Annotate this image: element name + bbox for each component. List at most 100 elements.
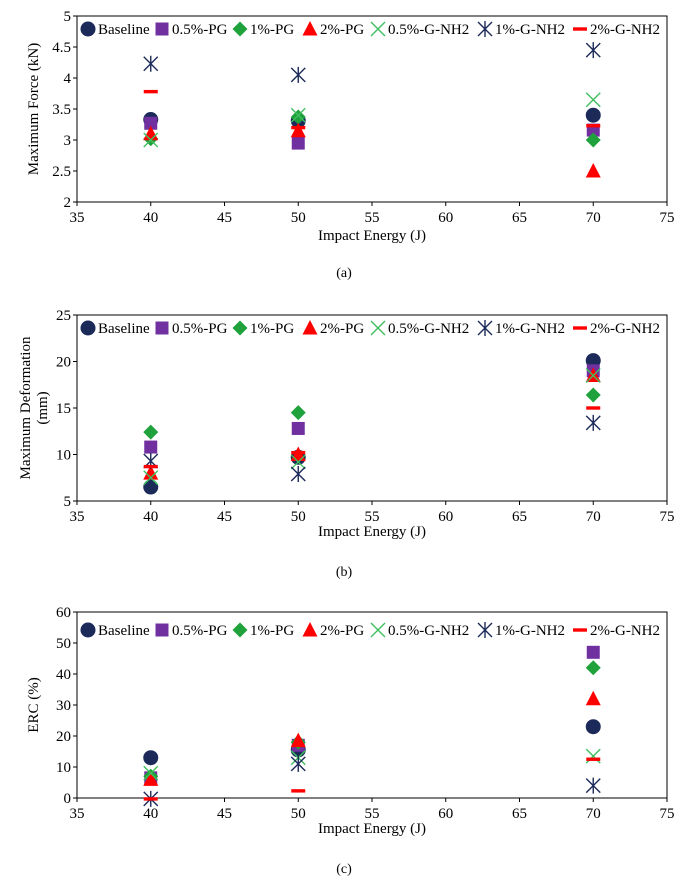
- legend-label: 1%-PG: [250, 623, 294, 639]
- legend: Baseline 0.5%-PG 1%-PG 2%-PG 0.5%-G-NH2 1%-G-…: [80, 622, 660, 639]
- data-point: [585, 414, 601, 431]
- data-point: [290, 405, 306, 421]
- x-tick-label: 40: [143, 210, 158, 226]
- plot-frame: [76, 15, 668, 203]
- series-2%-PG: [143, 122, 601, 178]
- legend-marker: [370, 320, 386, 336]
- legend-label: Baseline: [98, 321, 150, 337]
- x-tick-label: 75: [660, 509, 675, 525]
- legend-marker: [370, 21, 386, 37]
- x-tick-label: 50: [291, 806, 306, 822]
- x-tick-label: 70: [586, 509, 601, 525]
- y-tick-label: 3.5: [52, 102, 71, 118]
- y-tick-label: 10: [56, 760, 71, 776]
- series-0.5%-G-NH2: [143, 92, 601, 148]
- y-tick-label: 2.5: [52, 164, 71, 180]
- legend-marker: [80, 320, 96, 336]
- series-0.5%-PG: [144, 116, 600, 150]
- data-point: [143, 55, 159, 72]
- x-tick-label: 50: [291, 509, 306, 525]
- data-point: [143, 424, 159, 440]
- x-tick-label: 60: [438, 210, 453, 226]
- data-point: [143, 89, 158, 94]
- data-point: [290, 454, 306, 470]
- y-tick-label: 0: [64, 791, 72, 807]
- x-axis-label: Impact Energy (J): [318, 228, 426, 244]
- y-tick-label: 50: [56, 636, 71, 652]
- legend: Baseline 0.5%-PG 1%-PG 2%-PG 0.5%-G-NH2 1%-G-…: [80, 320, 660, 337]
- legend-label: 2%-G-NH2: [590, 321, 660, 337]
- series-2%-PG: [143, 690, 601, 786]
- legend-label: 1%-G-NH2: [495, 22, 565, 38]
- y-tick-label: 3: [64, 133, 72, 149]
- x-tick-label: 60: [438, 806, 453, 822]
- data-point: [291, 789, 306, 793]
- series-1%-PG: [143, 109, 601, 148]
- y-tick-label: 30: [56, 698, 71, 714]
- legend-label: 1%-G-NH2: [495, 321, 565, 337]
- series-2%-G-NH2: [143, 757, 601, 801]
- data-point: [143, 750, 159, 766]
- x-tick-label: 60: [438, 509, 453, 525]
- y-axis-label-line: Maximum Deformation: [18, 336, 34, 479]
- data-point: [143, 465, 159, 480]
- chart-panel-1: 2 2.5 3 3.5 4 4.5 5 35 40 45 50 55 60 65 70 75 Impact En…: [26, 9, 675, 281]
- legend-marker: [232, 21, 248, 37]
- data-point: [290, 466, 306, 483]
- series-0.5%-G-NH2: [143, 367, 601, 486]
- legend-label: 0.5%-G-NH2: [388, 22, 469, 38]
- legend-marker: [302, 320, 318, 335]
- legend-label: 1%-PG: [250, 321, 294, 337]
- y-tick-label: 40: [56, 667, 71, 683]
- data-point: [290, 109, 306, 125]
- data-point: [143, 797, 158, 801]
- x-axis-label: Impact Energy (J): [318, 821, 426, 837]
- legend-label: 0.5%-PG: [172, 623, 228, 639]
- data-point: [143, 464, 158, 469]
- x-tick-label: 35: [70, 210, 85, 226]
- y-axis-label: ERC (%): [26, 677, 42, 732]
- data-point: [585, 107, 601, 123]
- data-point: [290, 122, 306, 138]
- legend-marker: [370, 622, 386, 638]
- data-point: [586, 757, 601, 761]
- legend-marker: [232, 320, 248, 336]
- y-axis-label-line: ERC (%): [26, 677, 42, 732]
- y-axis-label-line: (mm): [35, 391, 51, 424]
- x-tick-label: 45: [217, 806, 232, 822]
- legend-marker: [477, 21, 493, 37]
- y-tick-label: 5: [64, 9, 72, 25]
- data-point: [291, 125, 306, 130]
- series-2%-PG: [143, 367, 601, 480]
- legend-marker: [155, 321, 169, 335]
- data-point: [291, 421, 305, 435]
- y-axis-label-line: Maximum Force (kN): [26, 43, 42, 175]
- data-point: [586, 406, 601, 410]
- legend-marker: [80, 622, 96, 638]
- y-tick-label: 25: [56, 308, 71, 324]
- x-tick-label: 55: [365, 210, 380, 226]
- series-0.5%-PG: [144, 645, 600, 785]
- series-Baseline: [143, 353, 601, 495]
- legend-label: 2%-G-NH2: [590, 623, 660, 639]
- data-point: [143, 771, 159, 786]
- data-point: [144, 440, 158, 454]
- x-tick-label: 40: [143, 806, 158, 822]
- figure-caption: (b): [336, 565, 353, 580]
- data-point: [585, 719, 601, 735]
- legend-label: 2%-PG: [320, 623, 364, 639]
- legend-label: 0.5%-G-NH2: [388, 623, 469, 639]
- series-1%-PG: [143, 660, 601, 784]
- series-1%-G-NH2: [143, 42, 601, 83]
- data-point: [585, 42, 601, 59]
- series-0.5%-G-NH2: [143, 748, 601, 781]
- y-tick-label: 4: [64, 71, 72, 87]
- legend-marker: [155, 623, 169, 637]
- x-tick-label: 65: [512, 509, 527, 525]
- legend-label: 2%-G-NH2: [590, 22, 660, 38]
- legend-marker: [573, 326, 587, 330]
- y-axis-label: Maximum Deformation(mm): [18, 336, 51, 479]
- chart-panel-2: 5 10 15 20 25 35 40 45 50 55 60 65 70 75 Impact Energy…: [18, 308, 675, 580]
- series-Baseline: [143, 719, 601, 766]
- x-tick-label: 65: [512, 806, 527, 822]
